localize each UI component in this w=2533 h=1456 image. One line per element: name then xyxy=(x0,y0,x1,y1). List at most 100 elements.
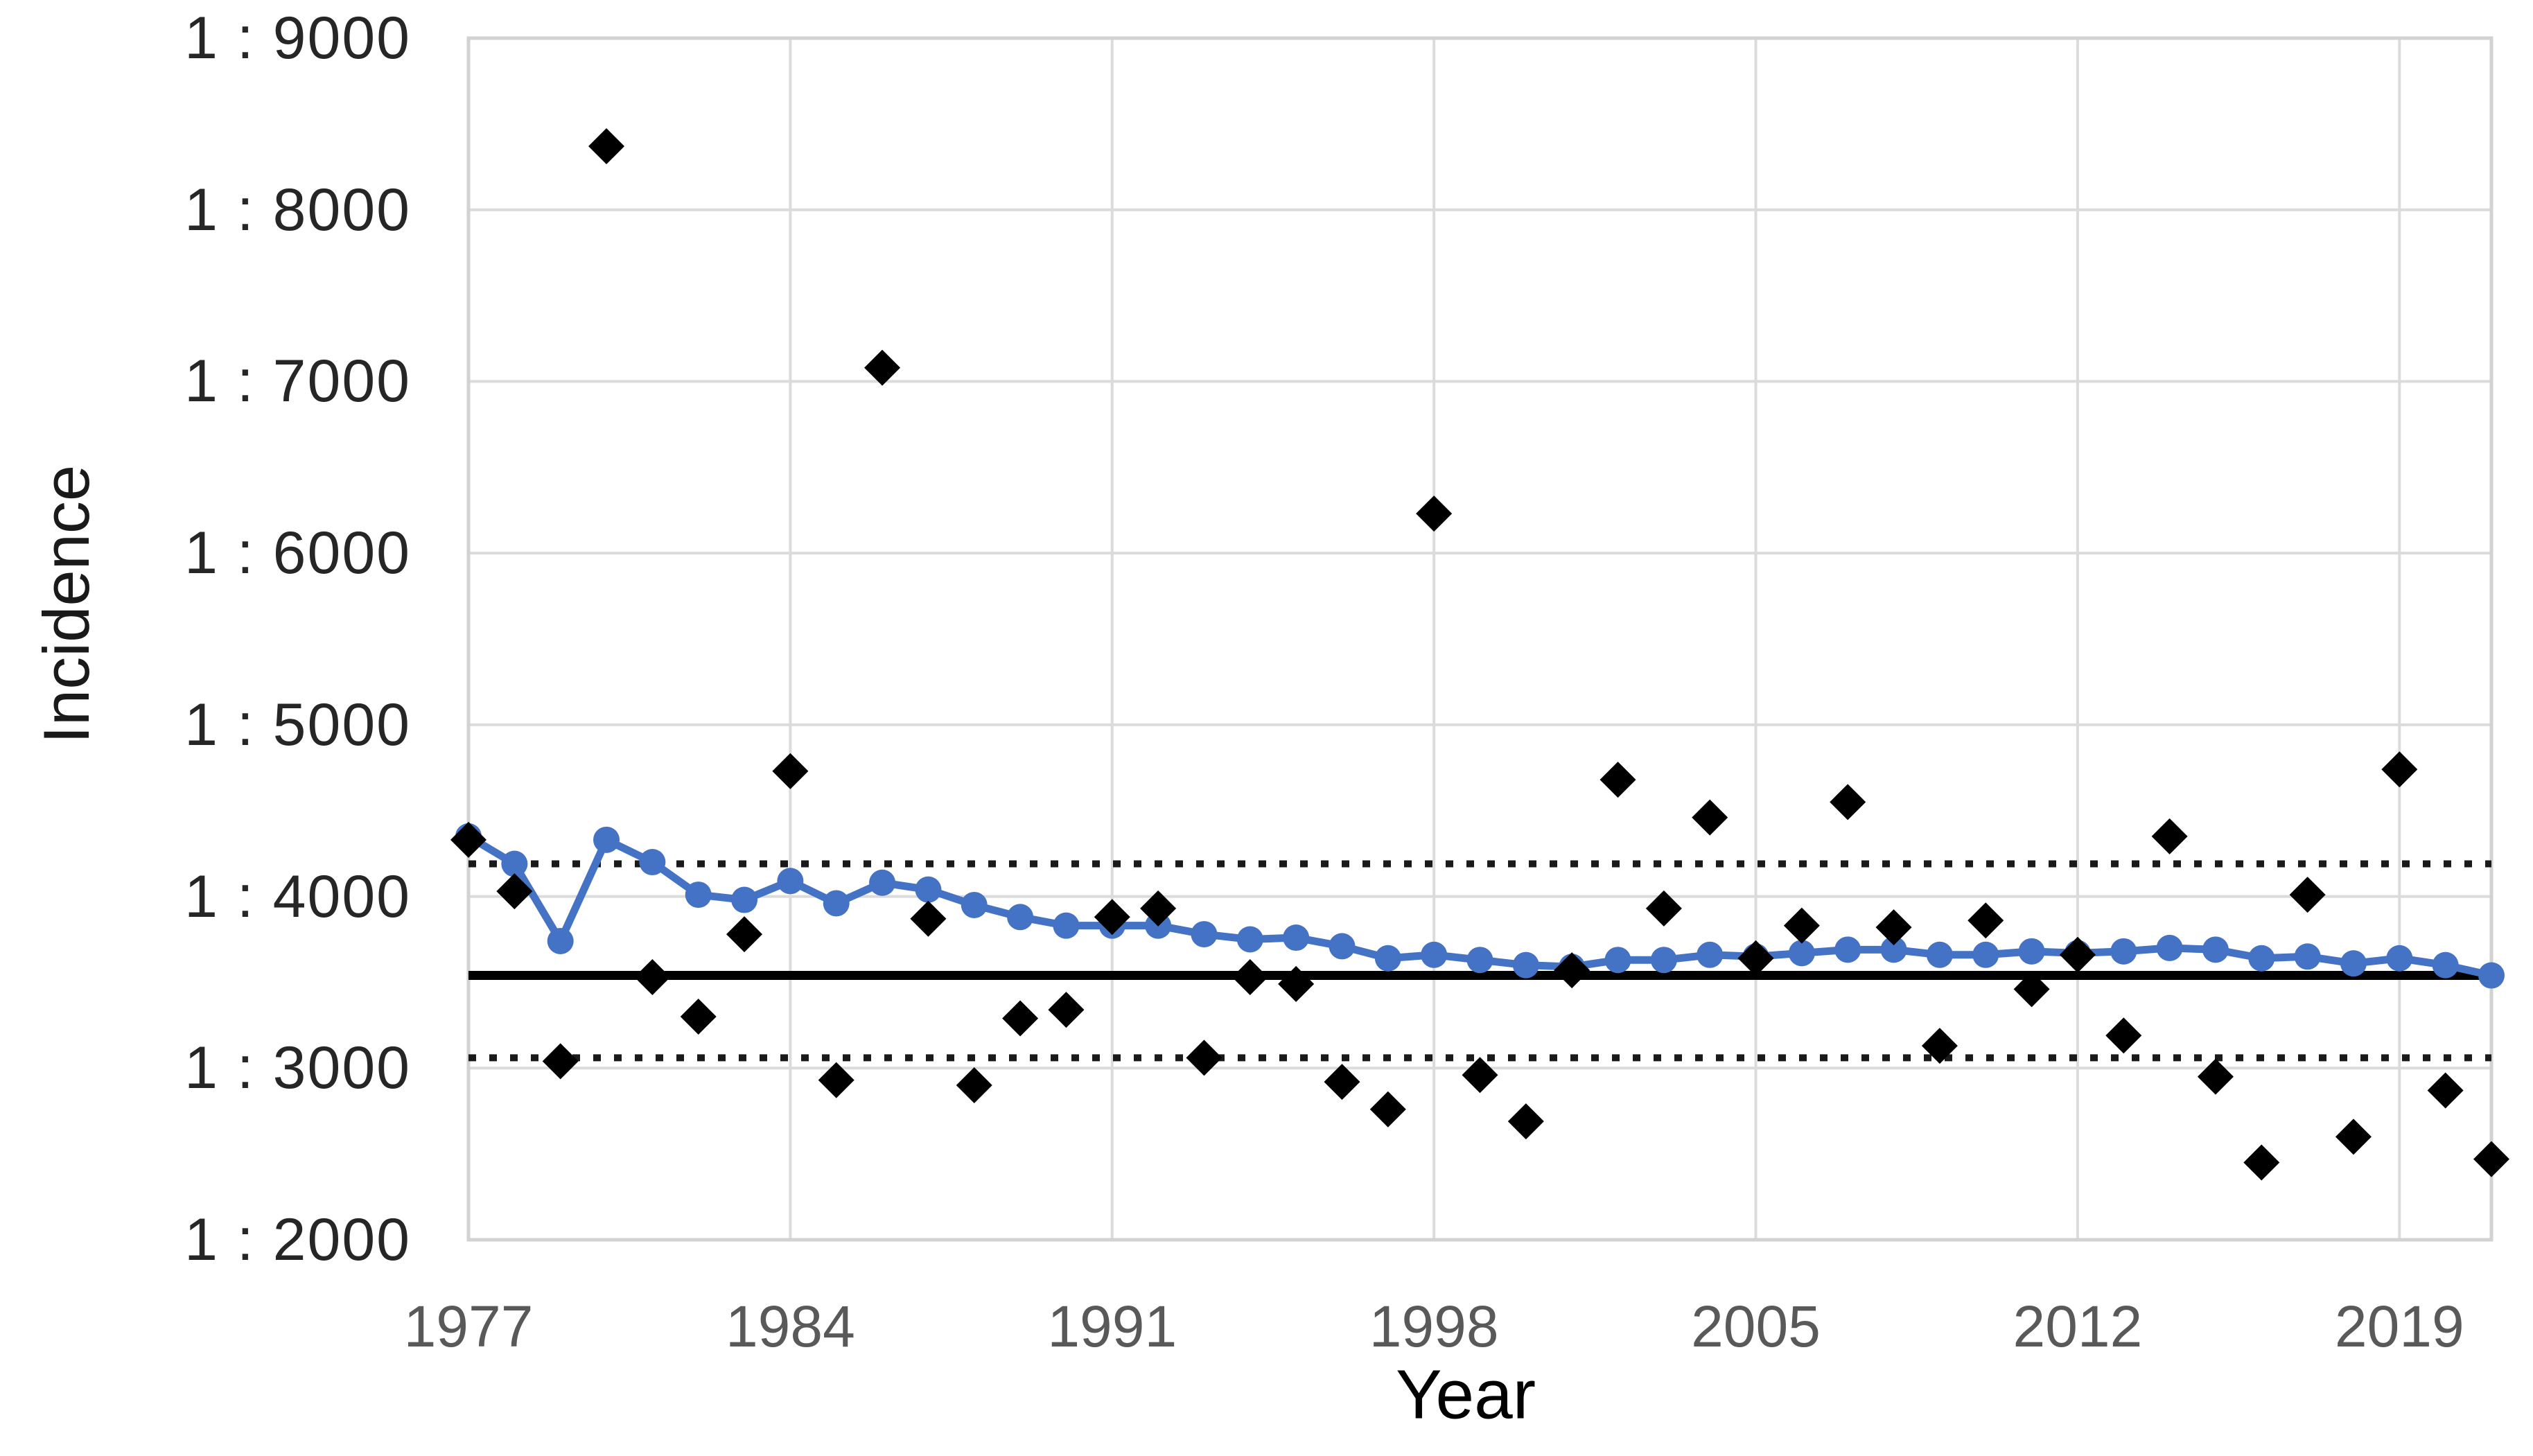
annual-point xyxy=(2335,1119,2372,1155)
annual-point xyxy=(726,916,763,953)
y-tick-label: 1 : 7000 xyxy=(184,348,411,415)
cumulative-point xyxy=(2018,938,2045,965)
x-tick-label: 2012 xyxy=(2013,1294,2143,1359)
annual-point xyxy=(450,821,487,858)
y-tick-label: 1 : 5000 xyxy=(184,691,411,758)
annual-point xyxy=(2289,877,2326,913)
cumulative-point xyxy=(2202,936,2229,963)
annual-point xyxy=(2381,751,2418,788)
annual-point xyxy=(1692,799,1728,836)
cumulative-point xyxy=(1697,941,1724,968)
cumulative-point xyxy=(2386,945,2413,972)
annual-point xyxy=(542,1043,579,1080)
annual-point xyxy=(2427,1072,2464,1109)
cumulative-point xyxy=(2478,962,2505,989)
annual-point xyxy=(956,1067,992,1104)
annual-point xyxy=(910,900,947,937)
y-tick-label: 1 : 4000 xyxy=(184,863,411,930)
cumulative-point xyxy=(2248,945,2275,972)
cumulative-point xyxy=(593,826,620,853)
cumulative-point xyxy=(2432,951,2459,979)
cumulative-point xyxy=(1283,924,1310,951)
annual-point xyxy=(1416,495,1453,532)
annual-point xyxy=(2013,971,2050,1008)
cumulative-point xyxy=(1650,947,1677,974)
cumulative-point xyxy=(1788,940,1815,967)
cumulative-point xyxy=(1466,947,1493,974)
annual-point xyxy=(496,873,533,910)
y-tick-label: 1 : 6000 xyxy=(184,520,411,587)
annual-point xyxy=(1369,1091,1406,1128)
plot-border xyxy=(466,36,2493,1242)
annual-point xyxy=(1048,992,1085,1028)
y-tick-label: 1 : 8000 xyxy=(184,176,411,243)
cumulative-point xyxy=(1329,933,1356,960)
cumulative-point xyxy=(501,850,528,877)
annual-point xyxy=(1278,965,1315,1002)
annual-point xyxy=(2105,1017,2142,1054)
cumulative-point xyxy=(639,849,666,876)
cumulative-point xyxy=(1926,941,1953,968)
annual-point xyxy=(2197,1058,2234,1095)
annual-point xyxy=(634,958,671,995)
annual-point xyxy=(864,349,901,386)
annual-point xyxy=(588,128,625,165)
annual-point xyxy=(1645,890,1682,927)
cumulative-point xyxy=(731,886,758,913)
annual-point xyxy=(772,753,809,789)
annual-point xyxy=(1186,1040,1222,1076)
y-tick-label: 1 : 2000 xyxy=(184,1207,411,1273)
annual-point xyxy=(680,998,717,1035)
cumulative-point xyxy=(1421,941,1448,968)
x-tick-label: 1984 xyxy=(725,1294,855,1359)
cumulative-point xyxy=(1374,945,1401,972)
x-axis-title: Year xyxy=(1395,1356,1536,1434)
cumulative-point xyxy=(869,869,896,896)
cumulative-point xyxy=(1007,904,1034,931)
cumulative-point xyxy=(1191,921,1218,948)
annual-point xyxy=(1783,907,1820,944)
annual-point xyxy=(2473,1141,2509,1177)
y-axis-title: Incidence xyxy=(30,464,103,744)
x-tick-label: 1998 xyxy=(1369,1294,1499,1359)
cumulative-point xyxy=(2294,943,2321,970)
cumulative-point xyxy=(1834,936,1861,963)
cumulative-point xyxy=(1972,941,1999,968)
annual-point xyxy=(1921,1028,1958,1064)
annual-point xyxy=(1324,1064,1360,1100)
cumulative-point xyxy=(823,890,850,917)
annual-point xyxy=(1232,958,1268,995)
cumulative-point xyxy=(915,876,942,903)
annual-point xyxy=(1094,899,1130,936)
annual-point xyxy=(1875,909,1912,946)
cumulative-point xyxy=(1053,912,1080,939)
cumulative-point xyxy=(1604,947,1631,974)
cumulative-point xyxy=(685,882,712,909)
annual-point xyxy=(1737,940,1774,976)
cumulative-point xyxy=(2156,934,2183,961)
x-tick-label: 2019 xyxy=(2334,1294,2464,1359)
annual-point xyxy=(1599,762,1636,798)
x-tick-label: 2005 xyxy=(1691,1294,1821,1359)
y-tick-label: 1 : 9000 xyxy=(184,5,411,71)
annual-point xyxy=(2059,936,2096,973)
cumulative-point xyxy=(1236,926,1263,953)
cumulative-point xyxy=(961,891,988,918)
x-tick-label: 1991 xyxy=(1047,1294,1177,1359)
y-tick-label: 1 : 3000 xyxy=(184,1035,411,1102)
cumulative-point xyxy=(547,927,574,954)
cumulative-point xyxy=(2110,938,2137,965)
annual-point xyxy=(1462,1057,1498,1094)
annual-point xyxy=(2243,1144,2280,1181)
cumulative-point xyxy=(2340,950,2367,977)
annual-point xyxy=(1002,1000,1039,1037)
annual-point xyxy=(1554,952,1590,989)
cumulative-point xyxy=(777,868,804,895)
annual-point xyxy=(1507,1103,1544,1140)
cumulative-point xyxy=(1880,936,1907,963)
annual-point xyxy=(818,1062,854,1098)
annual-point xyxy=(1967,902,2004,939)
annual-point xyxy=(2151,818,2188,854)
